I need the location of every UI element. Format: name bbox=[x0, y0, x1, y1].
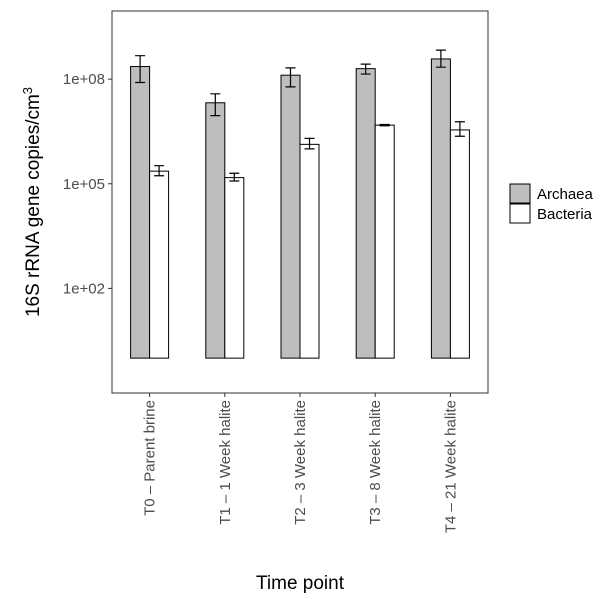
errorbar-bacteria-3 bbox=[379, 123, 390, 127]
legend-label-bacteria: Bacteria bbox=[537, 206, 593, 223]
bar-bacteria-2 bbox=[299, 143, 320, 359]
y-axis-title-main: 16S rRNA gene copies/cm bbox=[23, 94, 44, 317]
bar-bacteria-4 bbox=[449, 129, 470, 359]
y-axis-title: 16S rRNA gene copies/cm3 bbox=[20, 87, 44, 317]
x-axis-title: Time point bbox=[256, 573, 345, 594]
x-tick-label-2: T2 – 3 Week halite bbox=[292, 400, 309, 525]
bars-layer bbox=[130, 58, 470, 359]
y-tick-label-1: 1e+05 bbox=[63, 176, 105, 193]
bar-bacteria-3 bbox=[374, 124, 395, 359]
errorbars-layer bbox=[135, 49, 465, 182]
bar-archaea-2 bbox=[280, 74, 301, 359]
x-tick-label-4: T4 – 21 Week halite bbox=[442, 400, 459, 533]
legend: Archaea Bacteria bbox=[509, 183, 594, 224]
errorbar-bacteria-1 bbox=[229, 172, 240, 182]
bar-archaea-4 bbox=[430, 58, 451, 359]
y-tick-label-0: 1e+02 bbox=[63, 280, 105, 297]
x-tick-label-0: T0 – Parent brine bbox=[142, 400, 159, 516]
errorbar-archaea-3 bbox=[360, 63, 371, 75]
errorbar-bacteria-0 bbox=[154, 165, 165, 177]
bar-archaea-3 bbox=[355, 68, 376, 359]
y-tick-label-2: 1e+08 bbox=[63, 71, 105, 88]
errorbar-bacteria-2 bbox=[304, 137, 315, 150]
legend-key-bacteria bbox=[509, 203, 531, 224]
errorbar-archaea-4 bbox=[435, 49, 446, 68]
bar-archaea-1 bbox=[205, 102, 226, 359]
legend-key-archaea bbox=[509, 183, 531, 204]
y-axis: 1e+02 1e+05 1e+08 bbox=[63, 71, 112, 297]
y-axis-title-superscript: 3 bbox=[20, 87, 35, 94]
x-tick-label-1: T1 – 1 Week halite bbox=[217, 400, 234, 525]
legend-label-archaea: Archaea bbox=[537, 186, 594, 203]
bar-archaea-0 bbox=[130, 66, 151, 359]
errorbar-archaea-1 bbox=[210, 93, 221, 117]
x-tick-label-3: T3 – 8 Week halite bbox=[367, 400, 384, 525]
errorbar-bacteria-4 bbox=[454, 121, 465, 137]
errorbar-archaea-0 bbox=[135, 55, 146, 84]
bar-bacteria-1 bbox=[224, 177, 245, 359]
errorbar-archaea-2 bbox=[285, 67, 296, 88]
bar-bacteria-0 bbox=[149, 170, 170, 359]
x-axis: T0 – Parent brine T1 – 1 Week halite T2 – … bbox=[142, 393, 459, 533]
